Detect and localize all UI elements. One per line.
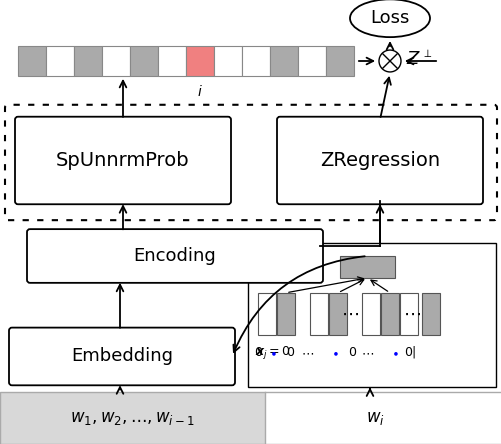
Text: $\bullet$: $\bullet$	[390, 346, 398, 359]
Text: $\cdots$: $\cdots$	[361, 346, 374, 359]
Text: $i$: $i$	[197, 84, 202, 99]
Text: SpUnnrmProb: SpUnnrmProb	[56, 151, 189, 170]
Bar	[18, 46, 46, 76]
Text: $\perp$: $\perp$	[420, 47, 431, 59]
Text: $w_1, w_2, \ldots, w_{i-1}$: $w_1, w_2, \ldots, w_{i-1}$	[70, 409, 194, 427]
Bar	[247, 243, 495, 387]
FancyBboxPatch shape	[15, 117, 230, 204]
Bar	[399, 293, 417, 335]
Text: 0|: 0|	[403, 346, 415, 359]
Bar	[241, 46, 270, 76]
Circle shape	[378, 50, 400, 72]
Bar	[130, 46, 158, 76]
Text: $\cdots$: $\cdots$	[301, 346, 314, 359]
FancyBboxPatch shape	[27, 229, 322, 283]
Bar	[258, 293, 276, 335]
Ellipse shape	[349, 0, 429, 37]
Text: $Z$: $Z$	[405, 50, 420, 68]
Bar	[310, 293, 327, 335]
Bar	[328, 293, 346, 335]
Bar	[421, 293, 439, 335]
Text: ZRegression: ZRegression	[319, 151, 439, 170]
Bar	[46, 46, 74, 76]
Bar	[270, 46, 298, 76]
Bar	[158, 46, 186, 76]
Bar	[325, 46, 353, 76]
FancyBboxPatch shape	[277, 117, 482, 204]
Text: $\bullet$: $\bullet$	[331, 346, 338, 359]
Bar	[186, 46, 213, 76]
Text: $\bullet$: $\bullet$	[269, 346, 277, 359]
Text: Encoding: Encoding	[133, 247, 216, 265]
Bar	[102, 46, 130, 76]
Bar	[213, 46, 241, 76]
Text: $\cdots$: $\cdots$	[340, 305, 358, 323]
Text: 0: 0	[286, 346, 294, 359]
Bar	[380, 293, 398, 335]
Bar	[0, 392, 501, 444]
Bar	[74, 46, 102, 76]
Bar	[277, 293, 295, 335]
Text: $w_i$: $w_i$	[365, 409, 384, 427]
Text: $\cdots$: $\cdots$	[402, 305, 420, 323]
Text: $\boldsymbol{x}_j = 0$: $\boldsymbol{x}_j = 0$	[255, 344, 291, 361]
Text: 0: 0	[347, 346, 355, 359]
Bar	[0, 392, 265, 444]
Text: Loss: Loss	[370, 9, 409, 27]
Bar	[265, 392, 501, 444]
Text: 0: 0	[254, 346, 262, 359]
Bar	[361, 293, 379, 335]
FancyBboxPatch shape	[9, 328, 234, 385]
Text: Embedding: Embedding	[71, 348, 173, 365]
Bar	[298, 46, 325, 76]
Bar	[339, 256, 394, 278]
